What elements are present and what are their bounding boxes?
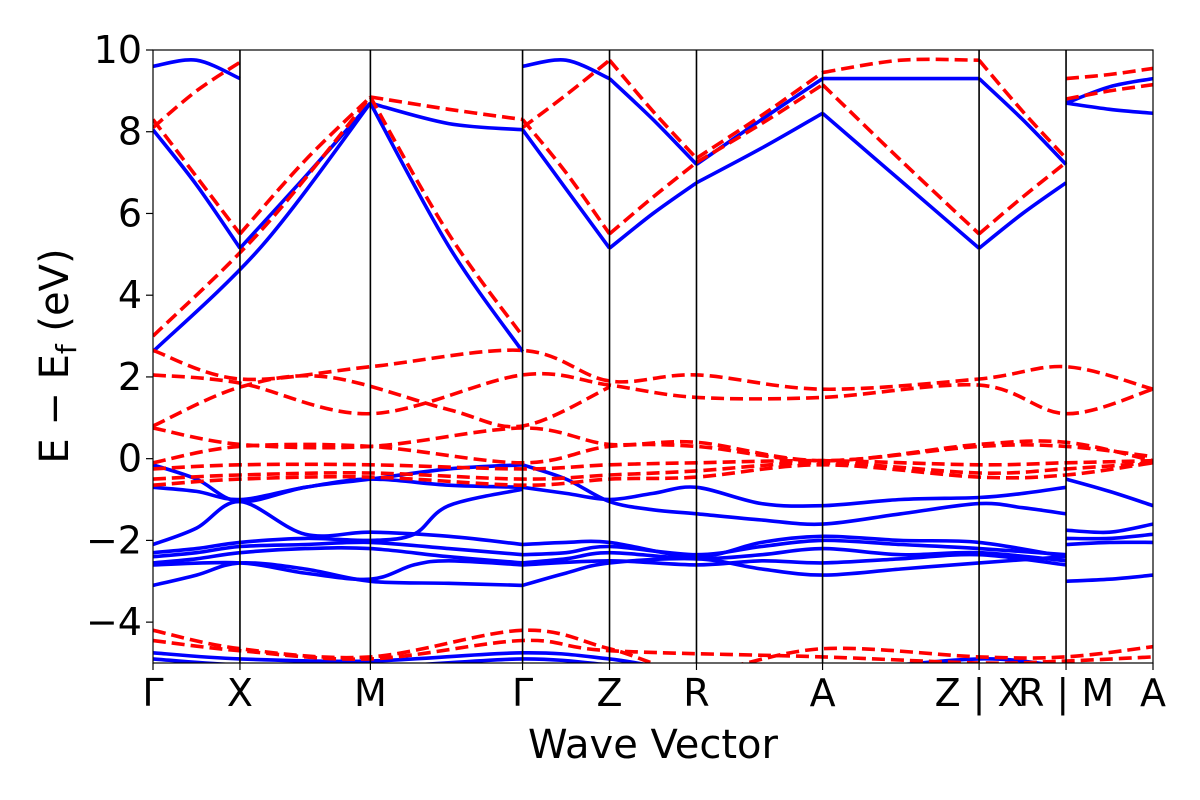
x-tick-label-2: M	[354, 671, 387, 715]
spin-down-band-64	[153, 460, 1153, 481]
spin-down-band-42	[368, 96, 525, 338]
spin-up-band-27	[522, 463, 1067, 527]
plot-frame	[152, 49, 1154, 664]
y-tick-label-5: 6	[118, 191, 142, 235]
spin-down-band-52	[821, 83, 981, 236]
spin-up-band-20	[153, 499, 523, 547]
spin-up-band-2	[368, 102, 525, 353]
x-tick-label-5: R	[683, 671, 709, 715]
y-tick-label-0: −4	[86, 600, 142, 644]
spin-up-band-36	[1065, 540, 1153, 547]
x-tick-label-7: Z | X	[935, 671, 1024, 716]
spin-up-band-7	[522, 58, 611, 81]
spin-up-band-3	[153, 102, 372, 353]
y-axis-label: E − Ef (eV)	[32, 248, 83, 463]
spin-down-band-57	[1065, 82, 1153, 101]
spin-up-band-5	[369, 101, 523, 132]
y-tick-label-6: 8	[118, 110, 142, 154]
spin-down-band-63	[153, 458, 1153, 471]
y-axis-label-main: E − E	[32, 354, 78, 464]
spin-down-band-58	[153, 348, 1153, 392]
spin-up-band-15	[977, 181, 1068, 250]
kpoint-divider-lines	[239, 50, 1067, 663]
spin-up-band-31	[522, 554, 1067, 588]
spin-up-band-23	[153, 545, 523, 565]
spin-down-band-65	[153, 461, 1153, 488]
spin-up-band-4	[153, 58, 241, 81]
x-tick-label-0: Γ	[142, 671, 163, 715]
spin-up-band-6	[521, 128, 611, 250]
y-tick-label-7: 10	[94, 28, 142, 72]
spin-up-band-14	[977, 77, 1068, 166]
spin-up-band-19	[153, 477, 523, 502]
x-tick-label-9: A	[1140, 671, 1166, 715]
spin-up-band-33	[1065, 477, 1153, 508]
spin-up-band-28	[522, 534, 1067, 559]
spin-up-band-0	[153, 128, 242, 250]
spin-down-band-41	[238, 95, 372, 236]
y-axis-ticks: −4 −2 0 2 4 6 8 10	[86, 28, 153, 644]
band-series-layer	[153, 57, 1153, 663]
spin-up-band-22	[153, 540, 523, 559]
spin-down-band-54	[977, 59, 1068, 160]
spin-up-band-8	[608, 77, 698, 166]
x-tick-label-1: X	[227, 671, 253, 715]
spin-down-band-48	[608, 59, 698, 160]
x-axis-label: Wave Vector	[528, 722, 779, 768]
spin-down-band-49	[608, 160, 698, 236]
spin-up-band-21	[153, 487, 523, 555]
spin-up-band-30	[522, 546, 1067, 565]
spin-down-band-51	[695, 71, 824, 160]
spin-up-band-32	[522, 552, 1067, 567]
spin-up-band-35	[1065, 532, 1153, 541]
spin-up-band-39	[153, 657, 608, 663]
x-tick-label-4: Z	[596, 671, 622, 715]
spin-down-band-40	[153, 118, 242, 235]
spin-up-band-37	[1065, 573, 1153, 584]
spin-down-band-62	[153, 442, 1153, 465]
spin-up-band-29	[522, 538, 1067, 557]
spin-down-band-43	[153, 95, 372, 338]
y-tick-label-4: 4	[118, 273, 142, 317]
spin-up-band-17	[1065, 76, 1153, 105]
spin-up-band-11	[695, 77, 824, 166]
spin-up-band-9	[608, 181, 698, 250]
spin-down-band-53	[822, 57, 980, 75]
x-tick-label-6: A	[810, 671, 836, 715]
spin-down-band-47	[521, 58, 611, 130]
spin-down-band-56	[1065, 66, 1153, 81]
spin-down-band-60	[153, 373, 611, 429]
x-axis-ticks: Γ X M Γ Z R A Z | XR | M A	[142, 663, 1166, 716]
y-tick-label-2: 0	[118, 437, 142, 481]
spin-up-band-25	[153, 559, 523, 582]
y-tick-label-3: 2	[118, 355, 142, 399]
spin-up-band-12	[821, 111, 981, 250]
spin-up-band-1	[238, 101, 372, 250]
spin-up-band-10	[695, 111, 824, 185]
x-tick-label-3: Γ	[512, 671, 533, 715]
spin-up-band-24	[153, 560, 523, 588]
y-tick-label-1: −2	[86, 518, 142, 562]
spin-down-band-59	[153, 371, 1153, 416]
spin-down-band-55	[977, 160, 1068, 236]
x-tick-label-8: R | M	[1018, 671, 1114, 716]
spin-down-band-45	[370, 95, 523, 122]
spin-up-band-16	[1065, 101, 1153, 116]
spin-down-band-44	[153, 60, 241, 129]
spin-up-band-34	[1065, 522, 1153, 535]
spin-down-band-46	[521, 118, 611, 235]
y-axis-label-subscript: f	[50, 343, 83, 354]
y-axis-label-unit: (eV)	[32, 248, 78, 344]
